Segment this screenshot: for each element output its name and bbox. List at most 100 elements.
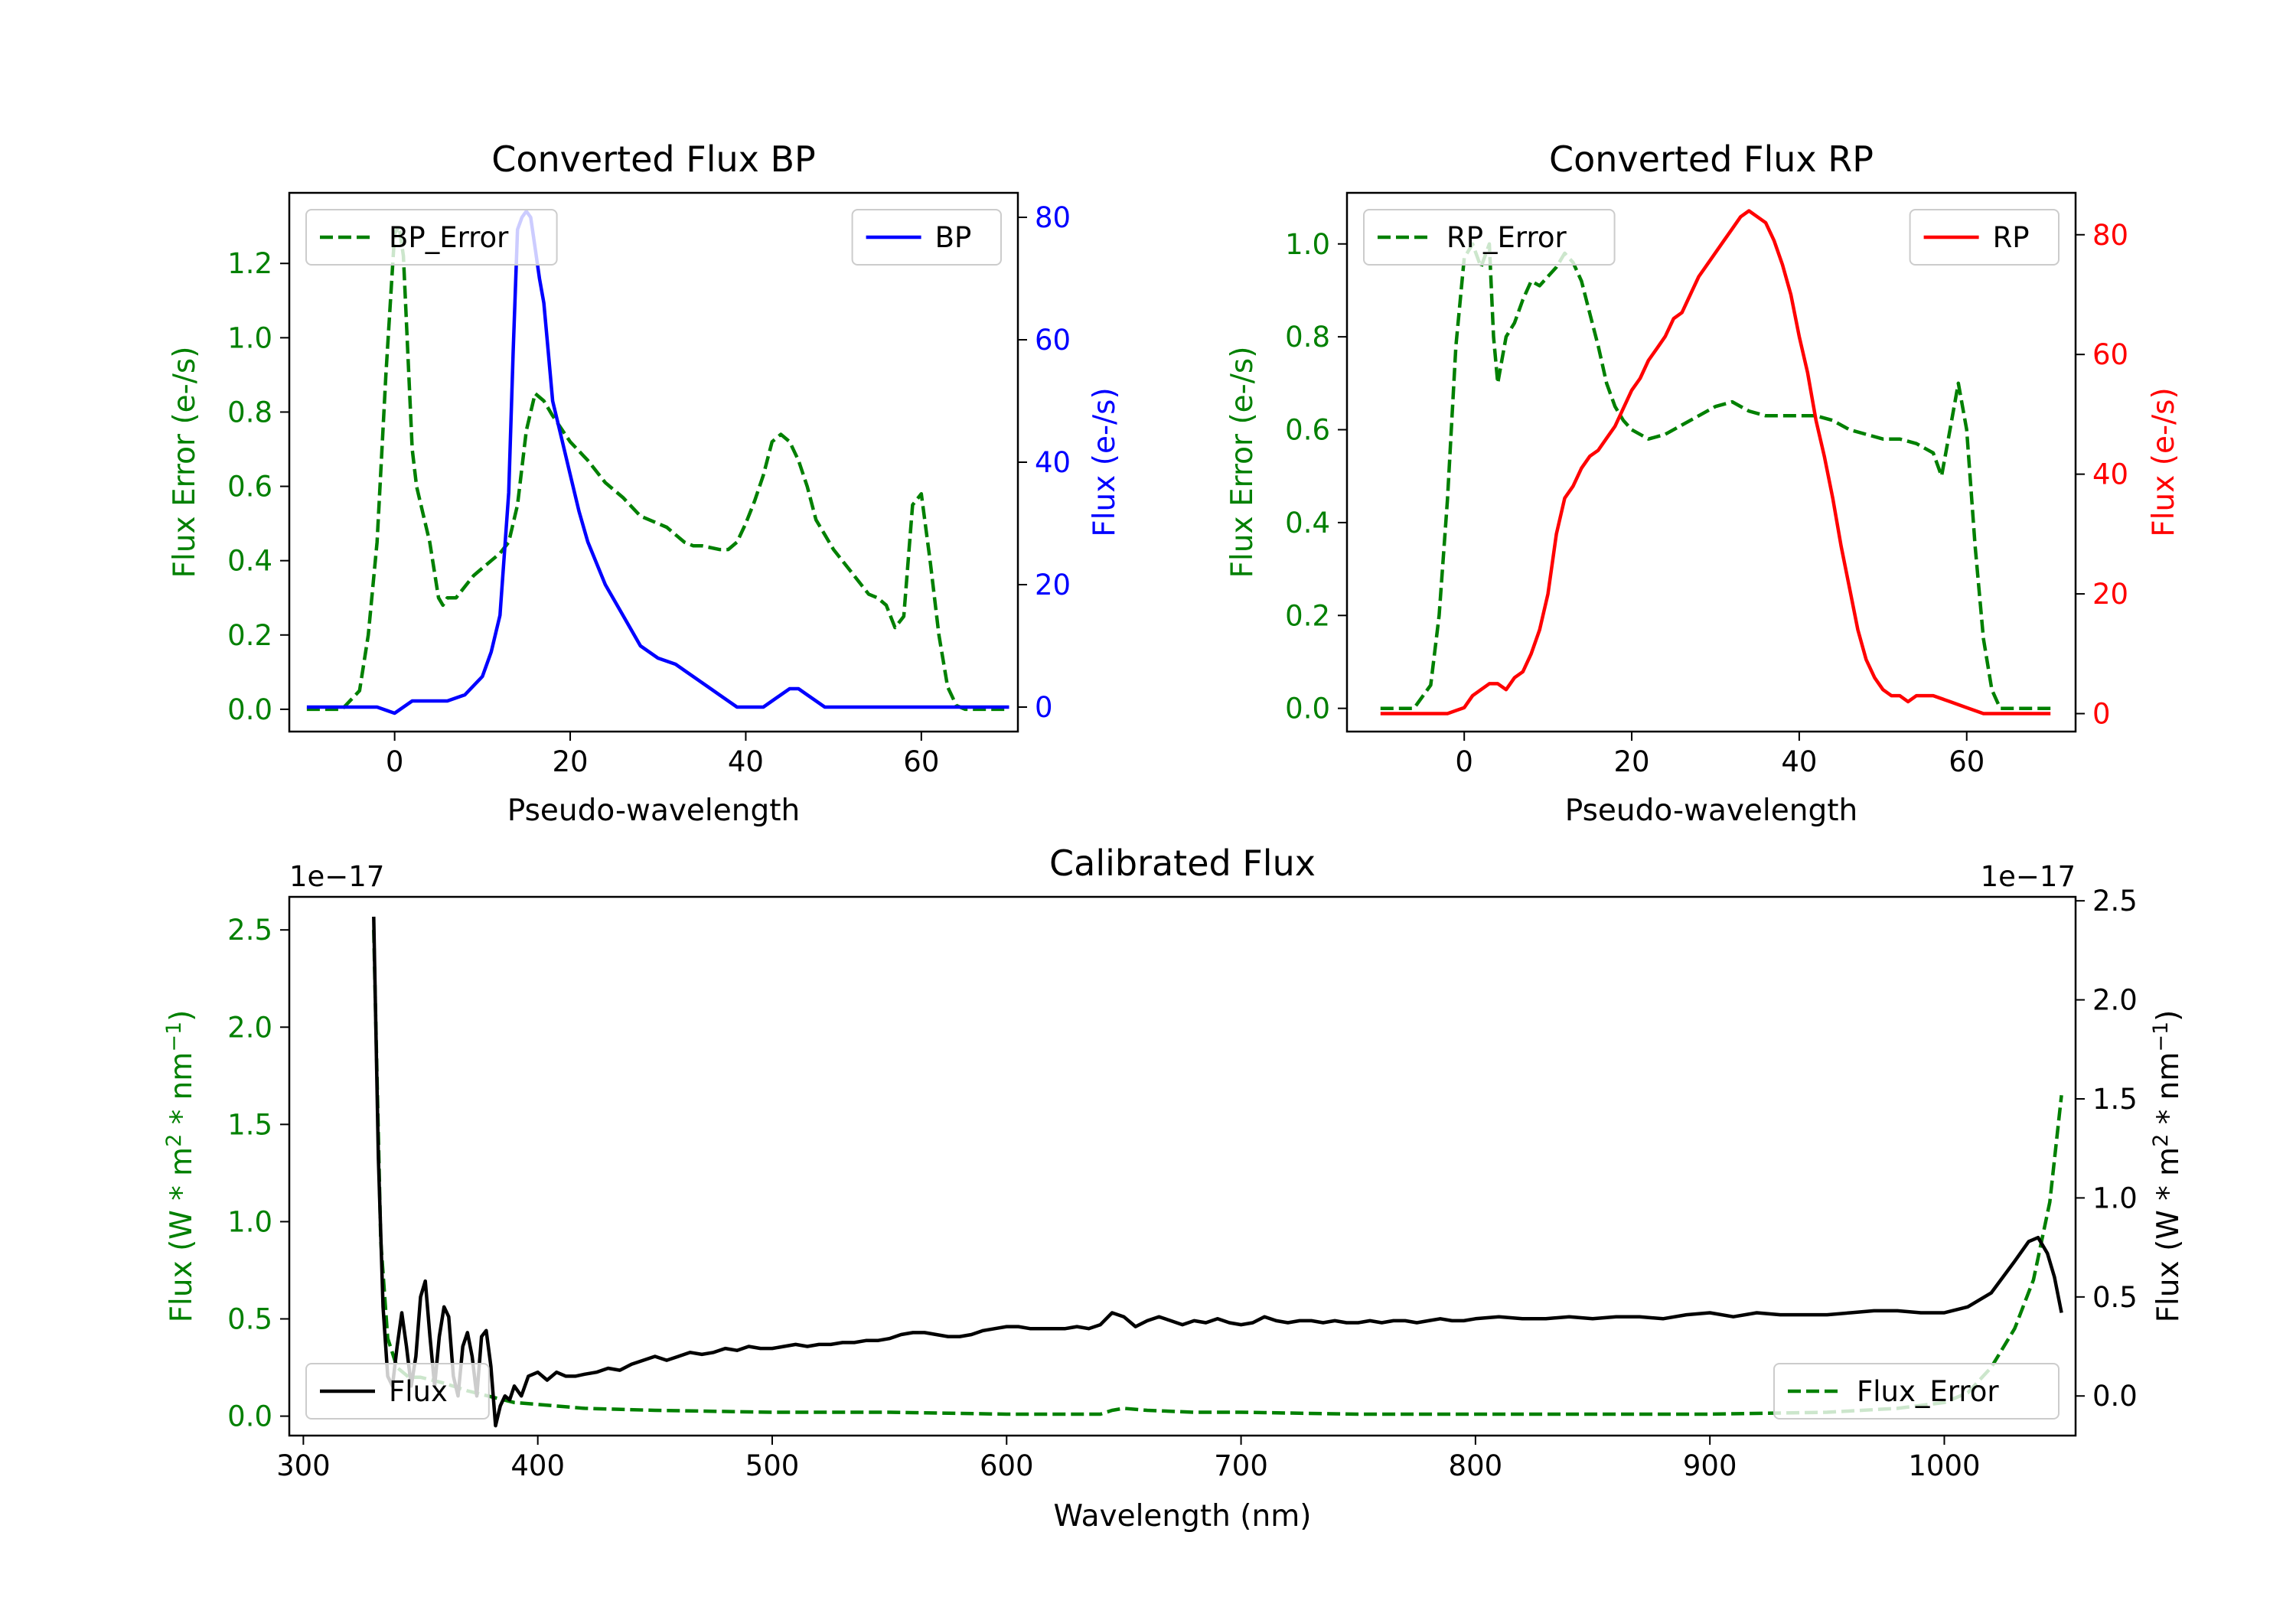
x-tick-label: 0: [1455, 745, 1473, 778]
y-tick-label-right: 40: [1035, 446, 1071, 479]
y-tick-label-right: 2.5: [2092, 885, 2138, 918]
legend-flux: Flux: [305, 1363, 490, 1420]
series-line-flux-error: [372, 930, 2063, 1416]
y-axis-label-left: Flux Error (e-/s): [1225, 347, 1260, 579]
y-tick-label-left: 0.0: [227, 1400, 272, 1433]
y-label-mid: * nm: [2151, 1052, 2186, 1134]
x-tick-label: 600: [980, 1449, 1034, 1482]
legend-rp: RP: [1909, 209, 2060, 266]
y-label-main: Flux (W * m: [165, 1147, 199, 1323]
y-axis-label-right: Flux (W * m2 * nm−1): [2149, 1010, 2186, 1323]
y-axis-label-left: Flux Error (e-/s): [168, 347, 202, 579]
y-tick-label-right: 20: [2092, 578, 2128, 611]
y-tick-label-right: 0: [1035, 691, 1053, 724]
y-tick-label-left: 1.0: [227, 1205, 272, 1238]
y-tick-label-left: 2.0: [227, 1011, 272, 1044]
y-tick-label-right: 0: [2092, 698, 2111, 731]
axes-frame: [288, 895, 2077, 1437]
x-tick-label: 20: [1613, 745, 1649, 778]
legend-label: BP: [935, 221, 972, 254]
y-label-superscript: 2: [2149, 1134, 2173, 1147]
x-tick-label: 800: [1449, 1449, 1503, 1482]
y-tick-label-left: 1.0: [227, 321, 272, 354]
chart-cal: 300 400 500 600 700 800 900 1000 0.0 0.5 1.0 1.5 2.0…: [162, 843, 2186, 1534]
x-tick-label: 300: [276, 1449, 331, 1482]
y-label-superscript: −1: [162, 1022, 186, 1052]
y-label-end: ): [165, 1010, 199, 1022]
y-tick-label-right: 20: [1035, 569, 1071, 601]
legend-bp: BP: [851, 209, 1002, 266]
y-tick-label-left: 0.4: [227, 545, 272, 578]
y-tick-label-right: 40: [2092, 458, 2128, 491]
offset-label-left: 1e−17: [289, 860, 384, 893]
legend-box: [851, 209, 1002, 266]
x-tick-label: 1000: [1908, 1449, 1980, 1482]
y-label-superscript: 2: [162, 1134, 186, 1147]
series-line-bp: [306, 209, 1009, 715]
x-tick-label: 500: [745, 1449, 800, 1482]
legend-rp-error: RP_Error: [1363, 209, 1616, 266]
x-tick-label: 0: [386, 745, 404, 778]
legend-label: RP: [1993, 221, 2030, 254]
y-tick-label-left: 0.0: [1285, 693, 1330, 725]
chart-title: Converted Flux BP: [491, 139, 816, 180]
legend-box: [1909, 209, 2060, 266]
chart-bp: 0 20 40 60 0.0 0.2 0.4 0.6 0.8 1.0 1.2 0 20 40 60 80 Con…: [168, 139, 1122, 828]
y-tick-label-right: 0.5: [2092, 1281, 2138, 1314]
legend-box: [1363, 209, 1616, 266]
chart-title: Calibrated Flux: [1049, 843, 1316, 884]
y-tick-label-right: 0.0: [2092, 1380, 2138, 1413]
y-tick-label-left: 0.8: [1285, 321, 1330, 354]
y-tick-label-right: 1.5: [2092, 1083, 2138, 1116]
y-tick-label-right: 2.0: [2092, 984, 2138, 1017]
y-tick-label-left: 0.5: [227, 1303, 272, 1336]
series-line-rp-error: [1380, 242, 2051, 710]
y-tick-label-right: 1.0: [2092, 1182, 2138, 1214]
legend-label: BP_Error: [389, 221, 509, 254]
chart-title: Converted Flux RP: [1549, 139, 1874, 180]
y-tick-label-left: 1.0: [1285, 228, 1330, 261]
legend-flux-error: Flux_Error: [1773, 1363, 2060, 1420]
axes-frame: [288, 191, 1019, 733]
y-tick-label-left: 2.5: [227, 914, 272, 947]
legend-box: [305, 209, 558, 266]
x-axis-label: Pseudo-wavelength: [1565, 794, 1857, 828]
y-axis-label-right: Flux (e-/s): [2147, 387, 2181, 536]
legend-label: RP_Error: [1446, 221, 1567, 254]
y-tick-label-left: 1.5: [227, 1108, 272, 1141]
y-tick-label-left: 0.8: [227, 396, 272, 429]
x-axis-label: Pseudo-wavelength: [507, 794, 800, 828]
x-tick-label: 40: [728, 745, 764, 778]
y-tick-label-left: 0.6: [227, 471, 272, 504]
y-label-superscript: −1: [2149, 1022, 2173, 1052]
y-axis-label-right: Flux (e-/s): [1088, 387, 1122, 536]
chart-rp: 0 20 40 60 0.0 0.2 0.4 0.6 0.8 1.0 0 20 40 60 80 Conver…: [1225, 139, 2181, 828]
legend-label: Flux: [389, 1375, 448, 1408]
axes-frame: [1345, 191, 2077, 733]
series-line-rp: [1380, 209, 2051, 715]
series-line-flux: [372, 916, 2063, 1428]
x-tick-label: 40: [1781, 745, 1817, 778]
y-label-end: ): [2151, 1010, 2186, 1022]
y-tick-label-left: 0.2: [1285, 599, 1330, 632]
y-tick-label-right: 80: [2092, 219, 2128, 252]
y-tick-label-left: 0.4: [1285, 507, 1330, 539]
y-tick-label-left: 0.2: [227, 619, 272, 652]
y-tick-label-right: 60: [2092, 338, 2128, 371]
x-tick-label: 700: [1214, 1449, 1268, 1482]
y-tick-label-left: 0.0: [227, 693, 272, 726]
x-tick-label: 20: [552, 745, 588, 778]
x-tick-label: 400: [510, 1449, 565, 1482]
y-tick-label-left: 1.2: [227, 247, 272, 280]
x-tick-label: 60: [1949, 745, 1985, 778]
y-tick-label-right: 80: [1035, 201, 1071, 234]
y-label-mid: * nm: [165, 1052, 199, 1134]
y-tick-label-right: 60: [1035, 324, 1071, 357]
legend-label: Flux_Error: [1857, 1375, 1999, 1408]
offset-label-right: 1e−17: [1981, 860, 2076, 893]
legend-bp-error: BP_Error: [305, 209, 558, 266]
y-tick-label-left: 0.6: [1285, 414, 1330, 447]
series-line-bp-error: [306, 224, 1009, 712]
y-axis-label-left: Flux (W * m2 * nm−1): [162, 1010, 199, 1323]
